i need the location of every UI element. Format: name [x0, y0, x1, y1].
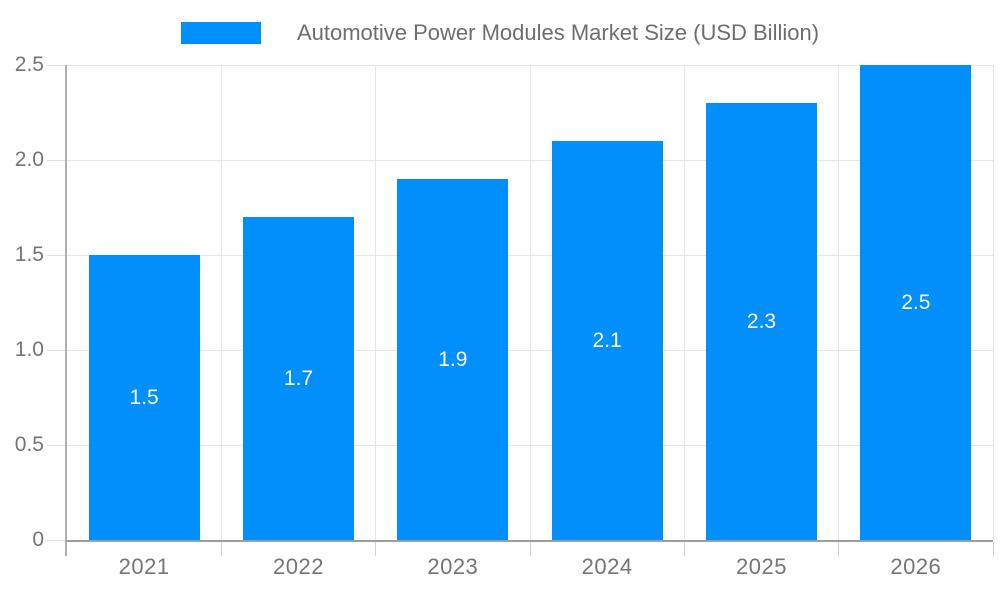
y-tick: [47, 349, 65, 351]
y-axis-label: 2.5: [14, 53, 44, 76]
y-axis-label: 2.0: [14, 148, 44, 171]
x-gridline: [838, 65, 840, 540]
x-axis-label: 2021: [118, 554, 170, 579]
x-gridline: [375, 65, 377, 540]
x-tick: [375, 542, 377, 556]
x-tick: [683, 542, 685, 556]
bar-value-label: 2.3: [746, 309, 777, 333]
y-tick: [47, 444, 65, 446]
x-tick: [838, 542, 840, 556]
plot-area: 0 0.5 1.0 1.5 2.0 2.5 1.5 2021 1.7 2022 1.9 2023 2.1…: [15, 53, 994, 579]
y-axis-label: 1.5: [14, 243, 44, 266]
x-gridline: [529, 65, 531, 540]
bar-2021: [88, 255, 200, 540]
y-axis-label: 0: [32, 528, 44, 551]
bar-value-label: 2.5: [901, 290, 931, 314]
chart-legend: Automotive Power Modules Market Size (US…: [0, 20, 1000, 46]
x-axis-label: 2025: [736, 554, 787, 579]
x-tick: [992, 542, 994, 556]
x-gridline: [220, 65, 222, 540]
x-axis-label: 2022: [273, 554, 324, 579]
chart-title: Automotive Power Modules Market Size (US…: [296, 20, 820, 45]
bar-2022: [243, 217, 354, 540]
x-tick: [220, 542, 222, 556]
bar-value-label: 1.7: [283, 366, 314, 390]
x-axis-label: 2023: [427, 554, 479, 579]
bar-2023: [397, 179, 509, 540]
y-tick: [47, 159, 65, 161]
x-tick: [529, 542, 531, 556]
legend-swatch: [180, 22, 261, 44]
bar-value-label: 1.9: [438, 347, 468, 371]
y-tick: [47, 64, 65, 66]
y-axis-extension: [65, 542, 67, 556]
bar-2025: [706, 103, 817, 540]
y-axis-label: 0.5: [14, 433, 44, 456]
x-gridline: [992, 65, 994, 540]
y-axis-label: 1.0: [14, 338, 44, 361]
bar-value-label: 2.1: [592, 328, 622, 352]
y-tick: [47, 254, 65, 256]
bar-2026: [860, 65, 972, 540]
x-gridline: [683, 65, 685, 540]
bar-2024: [551, 141, 663, 540]
bar-value-label: 1.5: [129, 385, 159, 409]
x-axis-label: 2026: [890, 554, 942, 579]
x-axis-label: 2024: [581, 554, 633, 579]
y-tick: [47, 539, 65, 541]
